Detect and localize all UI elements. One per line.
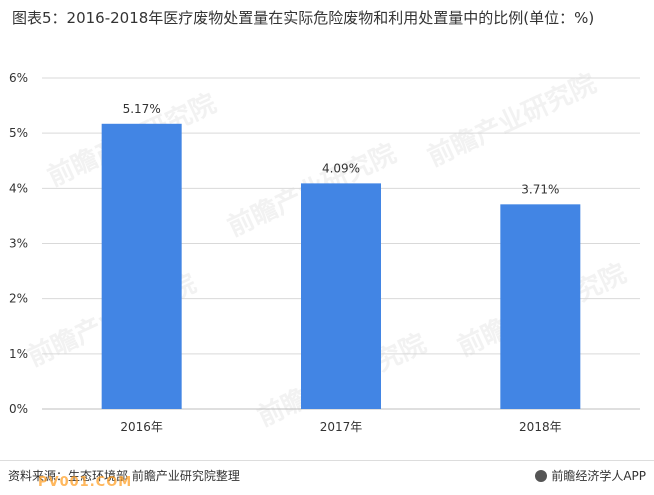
brand-text: 前瞻经济学人APP [551,469,646,483]
label-layer: 0% 1% 2% 3% 4% 5% 6% 5.17% 2016年 4.09% 2017年 3.71% 2… [9,71,562,434]
bar-3 [500,204,581,409]
bar-layer [101,123,581,409]
y-tick-label: 0% [9,402,28,416]
y-tick-label: 2% [9,292,28,306]
bar-chart: 0% 1% 2% 3% 4% 5% 6% 5.17% 2016年 4.09% 2017年 3.71% 2… [9,71,640,434]
y-tick-label: 4% [9,181,28,195]
footer: 资料来源：生态环境部 前瞻产业研究院整理 PV001.COM 前瞻经济学人APP [0,460,654,495]
data-label: 4.09% [322,161,360,175]
source-text: 资料来源：生态环境部 前瞻产业研究院整理 [8,469,240,483]
brand: 前瞻经济学人APP [535,467,646,484]
site-watermark: PV001.COM [38,475,133,490]
bar-2 [301,183,381,409]
data-label: 5.17% [123,102,161,116]
data-label: 3.71% [521,182,559,196]
x-tick-label: 2016年 [120,420,163,434]
bar-1 [101,123,182,409]
x-tick-label: 2018年 [519,420,562,434]
brand-logo-icon [535,469,548,482]
y-tick-label: 6% [9,71,28,85]
y-tick-label: 5% [9,126,28,140]
y-tick-label: 1% [9,347,28,361]
chart-title: 图表5：2016-2018年医疗废物处置量在实际危险废物和利用处置量中的比例(单… [12,9,595,27]
y-tick-label: 3% [9,237,28,251]
x-tick-label: 2017年 [320,420,363,434]
